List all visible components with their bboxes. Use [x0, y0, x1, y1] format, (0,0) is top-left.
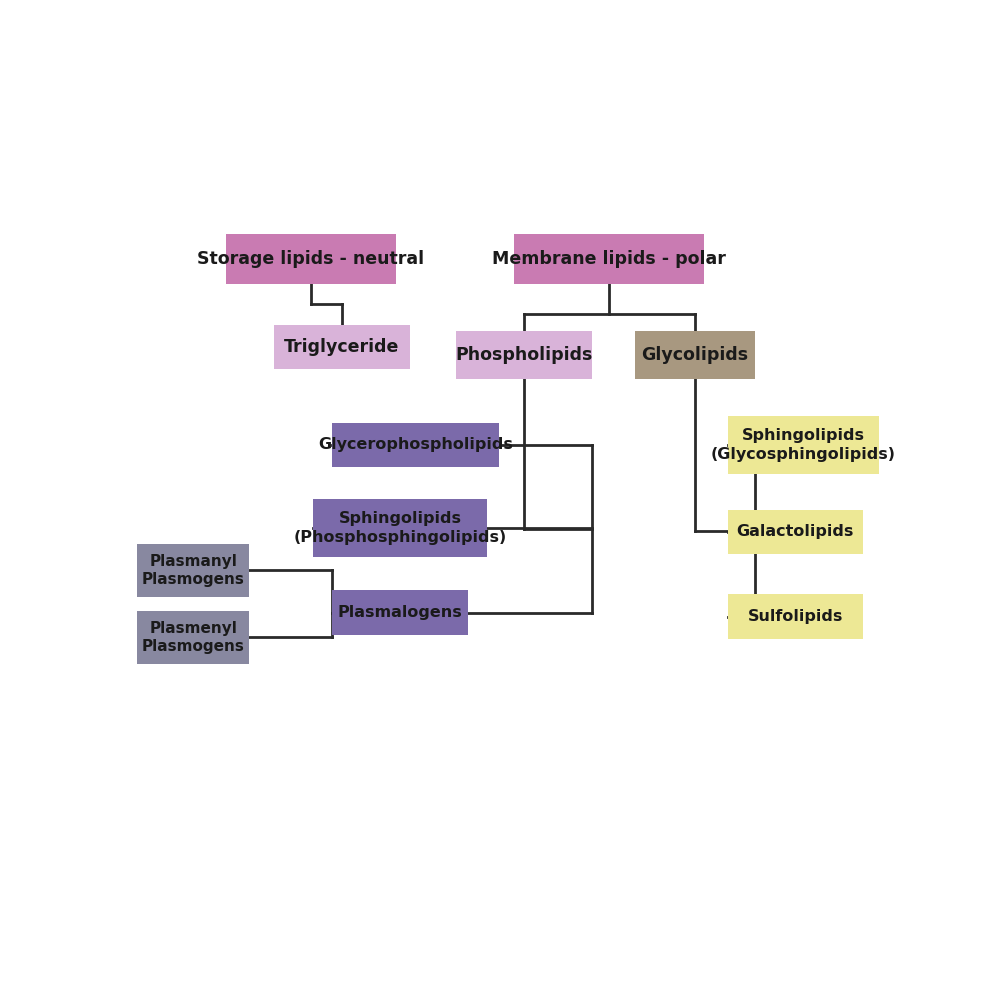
FancyBboxPatch shape [728, 594, 863, 639]
FancyBboxPatch shape [456, 331, 592, 379]
Text: Storage lipids - neutral: Storage lipids - neutral [197, 250, 425, 268]
Text: Plasmalogens: Plasmalogens [338, 605, 462, 620]
Text: Glycerophospholipids: Glycerophospholipids [318, 437, 513, 452]
Text: Triglyceride: Triglyceride [284, 338, 400, 356]
FancyBboxPatch shape [728, 416, 879, 474]
Text: Membrane lipids - polar: Membrane lipids - polar [492, 250, 726, 268]
Text: Sulfolipids: Sulfolipids [748, 609, 843, 624]
Text: Plasmenyl
Plasmogens: Plasmenyl Plasmogens [142, 621, 245, 654]
FancyBboxPatch shape [635, 331, 755, 379]
Text: Sphingolipids
(Phosphosphingolipids): Sphingolipids (Phosphosphingolipids) [294, 511, 507, 545]
FancyBboxPatch shape [332, 423, 499, 467]
Text: Glycolipids: Glycolipids [641, 346, 748, 364]
FancyBboxPatch shape [728, 510, 863, 554]
Text: Phospholipids: Phospholipids [455, 346, 593, 364]
Text: Sphingolipids
(Glycosphingolipids): Sphingolipids (Glycosphingolipids) [711, 428, 896, 462]
FancyBboxPatch shape [137, 544, 249, 597]
FancyBboxPatch shape [137, 611, 249, 664]
FancyBboxPatch shape [274, 325, 410, 369]
Text: Plasmanyl
Plasmogens: Plasmanyl Plasmogens [142, 554, 245, 587]
FancyBboxPatch shape [226, 234, 396, 284]
FancyBboxPatch shape [514, 234, 704, 284]
FancyBboxPatch shape [332, 590, 468, 635]
Text: Galactolipids: Galactolipids [737, 524, 854, 539]
FancyBboxPatch shape [313, 499, 487, 557]
